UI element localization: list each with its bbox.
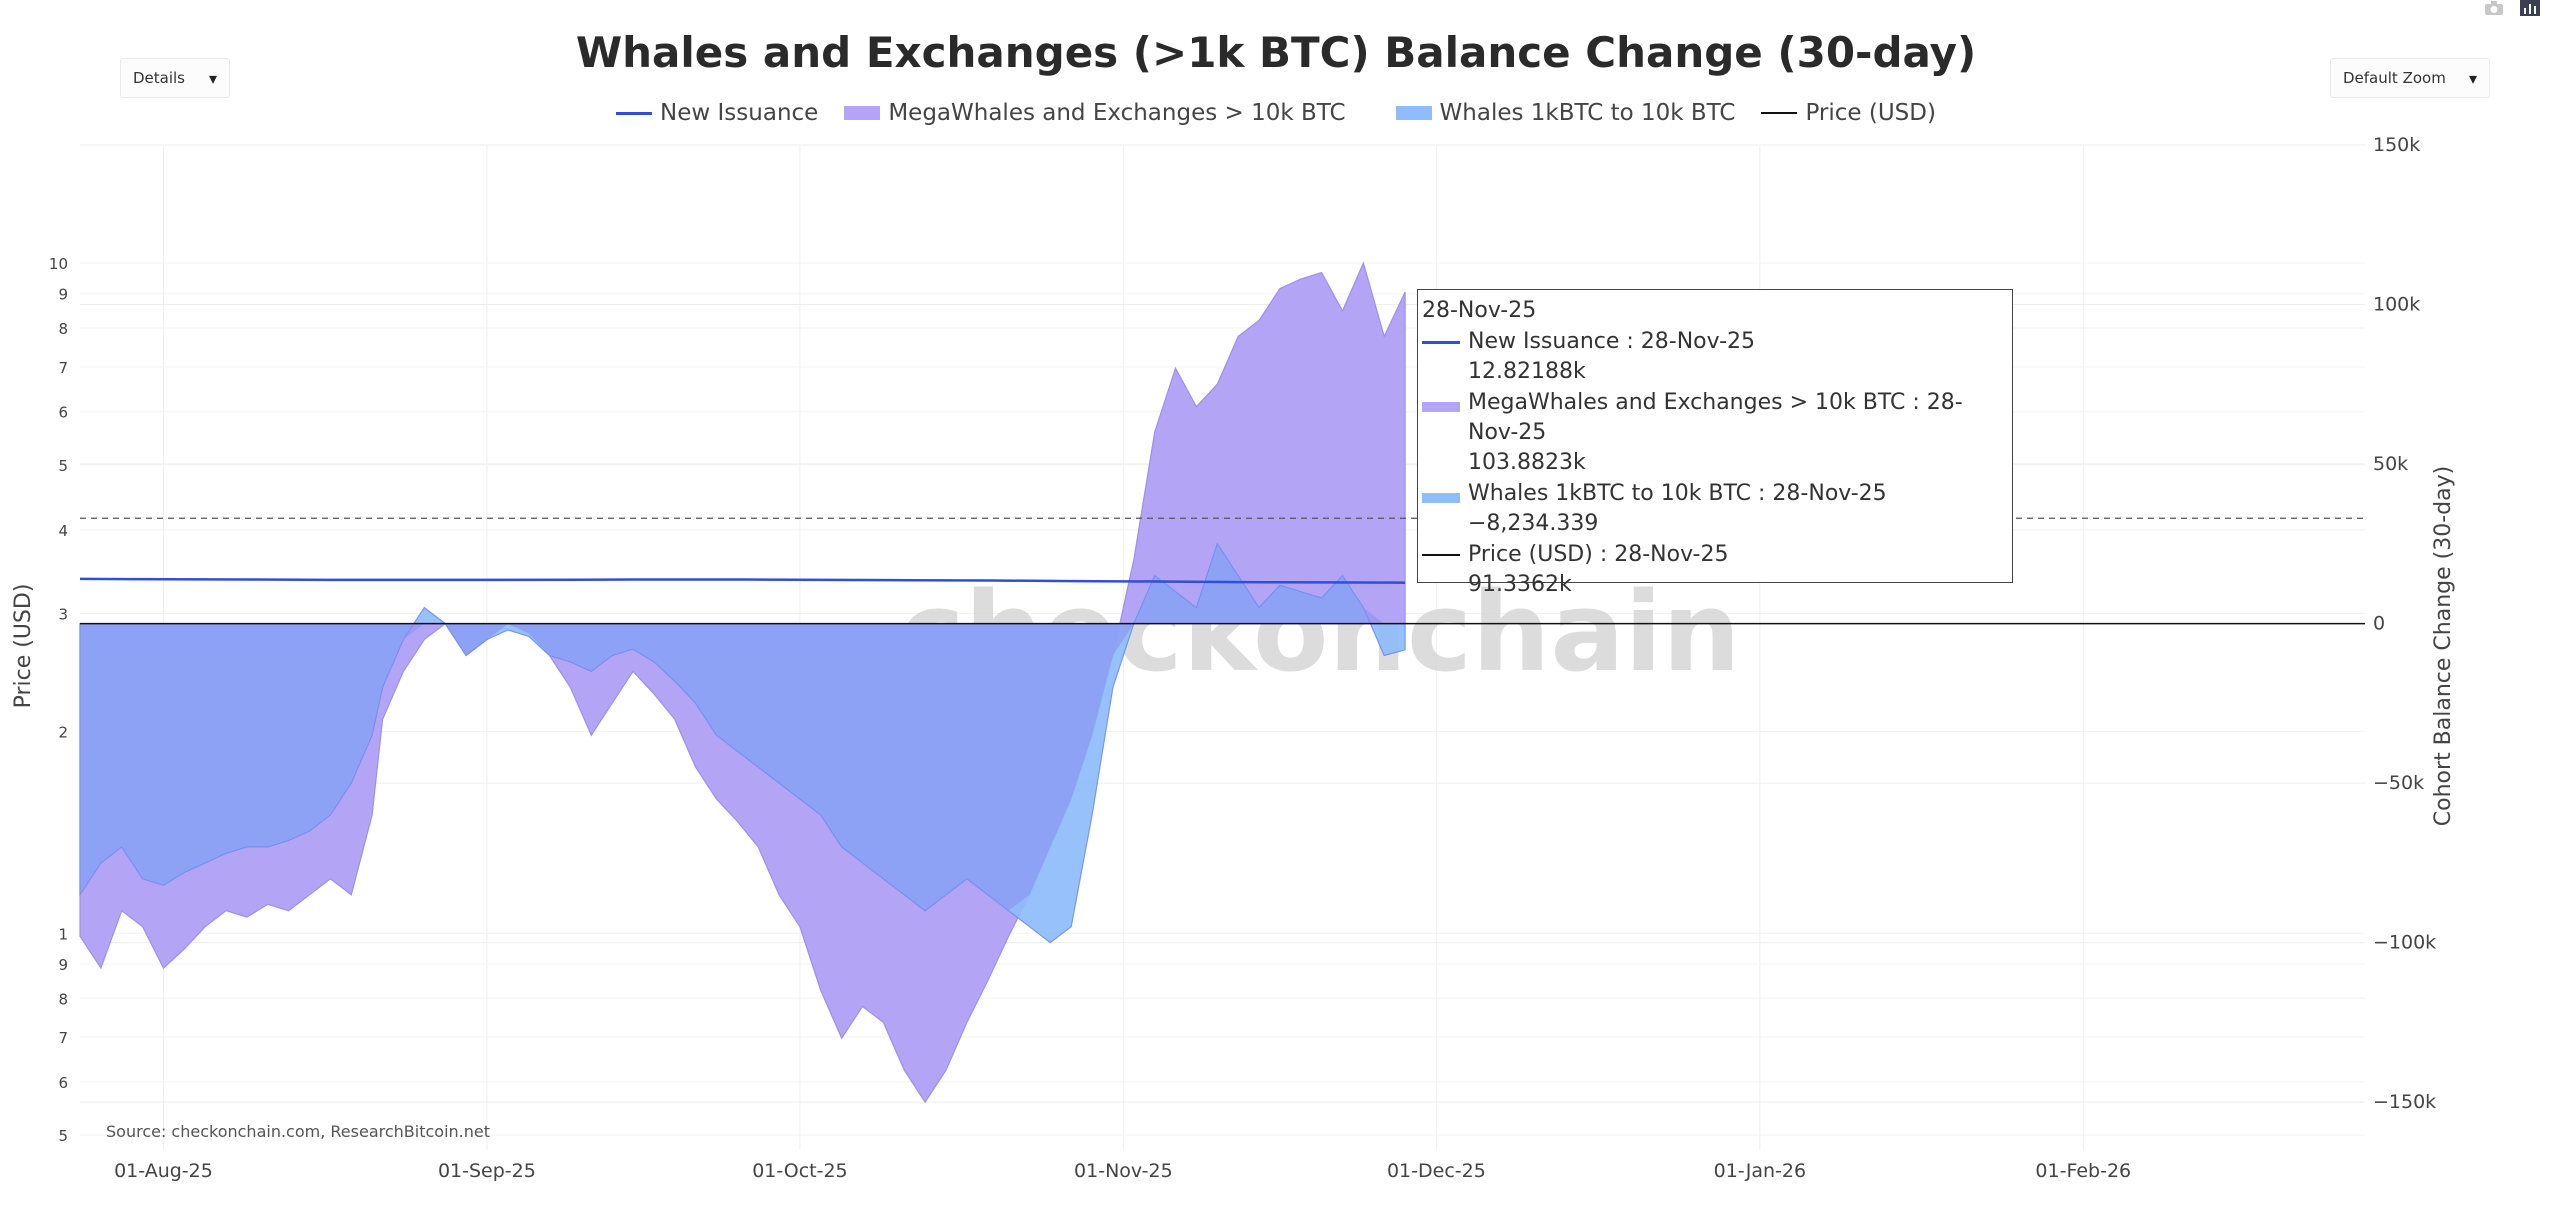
y-left-tick-label: 4: [58, 522, 68, 540]
x-tick-label: 01-Aug-25: [114, 1160, 213, 1182]
y-left-tick-label: 7: [58, 359, 68, 377]
y-left-tick-label: 10: [49, 255, 68, 273]
y-left-axis-label: Price (USD): [11, 584, 36, 709]
legend-item-price[interactable]: Price (USD): [1761, 100, 1936, 126]
tooltip-row: Price (USD) : 28-Nov-25 91.3362k: [1422, 540, 2008, 600]
y-left-tick-label: 9: [58, 956, 68, 974]
details-dropdown[interactable]: Details ▾: [120, 58, 230, 98]
y-right-tick-label: −100k: [2373, 932, 2436, 954]
tooltip-row: New Issuance : 28-Nov-25 12.82188k: [1422, 327, 2008, 387]
zoom-dropdown-label: Default Zoom: [2343, 69, 2446, 87]
x-tick-label: 01-Sep-25: [438, 1160, 536, 1182]
tooltip-swatch: [1422, 554, 1460, 556]
y-left-tick-label: 9: [58, 286, 68, 304]
y-left-tick-label: 1: [58, 925, 68, 943]
chevron-down-icon: ▾: [208, 68, 217, 88]
y-right-tick-label: 0: [2373, 613, 2385, 635]
tooltip-label: Whales 1kBTC to 10k BTC : 28-Nov-25: [1468, 481, 1887, 506]
y-left-tick-label: 3: [58, 605, 68, 623]
y-left-tick-label: 8: [58, 320, 68, 338]
y-left-tick-label: 6: [58, 1074, 68, 1092]
legend-item-whales[interactable]: Whales 1kBTC to 10k BTC: [1395, 100, 1736, 126]
x-tick-label: 01-Oct-25: [752, 1160, 847, 1182]
camera-icon[interactable]: [2484, 0, 2504, 21]
legend-item-new-issuance[interactable]: New Issuance: [616, 100, 818, 126]
legend-item-megawhales[interactable]: MegaWhales and Exchanges > 10k BTC: [844, 100, 1346, 126]
tooltip-swatch: [1422, 402, 1460, 412]
tooltip-label: MegaWhales and Exchanges > 10k BTC : 28-…: [1468, 390, 1963, 445]
x-tick-label: 01-Jan-26: [1714, 1160, 1806, 1182]
tooltip-row: MegaWhales and Exchanges > 10k BTC : 28-…: [1422, 388, 2008, 478]
y-right-tick-label: 100k: [2373, 294, 2420, 316]
y-right-axis-label: Cohort Balance Change (30-day): [2431, 466, 2456, 826]
source-note: Source: checkonchain.com, ResearchBitcoi…: [106, 1122, 490, 1141]
legend-label: Price (USD): [1805, 100, 1936, 126]
tooltip-value: 91.3362k: [1468, 572, 1572, 597]
y-right-tick-label: −50k: [2373, 772, 2424, 794]
series-areas: [79, 261, 1406, 1104]
legend-label: MegaWhales and Exchanges > 10k BTC: [888, 100, 1346, 126]
y-left-tick-label: 8: [58, 990, 68, 1008]
overlap-area: [80, 543, 1406, 911]
legend-swatch: [1761, 112, 1798, 114]
tooltip-value: 103.8823k: [1468, 450, 1586, 475]
tooltip-label: New Issuance : 28-Nov-25: [1468, 329, 1755, 354]
tooltip-value: −8,234.339: [1468, 511, 1599, 536]
y-right-tick-label: −150k: [2373, 1091, 2436, 1113]
zoom-dropdown[interactable]: Default Zoom ▾: [2330, 58, 2490, 98]
tooltip-swatch: [1422, 493, 1460, 503]
tooltip-value: 12.82188k: [1468, 359, 1586, 384]
tooltip-date: 28-Nov-25: [1422, 298, 1537, 323]
y-left-tick-label: 7: [58, 1029, 68, 1047]
legend-swatch: [844, 106, 881, 120]
y-left-tick-label: 6: [58, 404, 68, 422]
x-tick-label: 01-Nov-25: [1074, 1160, 1173, 1182]
legend: New Issuance MegaWhales and Exchanges > …: [0, 100, 2552, 126]
y-left-tick-label: 5: [58, 1127, 68, 1145]
y-right-tick-label: 150k: [2373, 134, 2420, 156]
x-tick-label: 01-Feb-26: [2035, 1160, 2131, 1182]
axes: 01-Aug-25 01-Sep-25 01-Oct-25 01-Nov-25 01-D…: [49, 134, 2436, 1182]
tooltip-label: Price (USD) : 28-Nov-25: [1468, 542, 1729, 567]
y-left-tick-label: 2: [58, 724, 68, 742]
new-issuance-line: [79, 577, 1406, 584]
legend-swatch: [616, 111, 653, 115]
chevron-down-icon: ▾: [2468, 68, 2477, 88]
chart-title: Whales and Exchanges (>1k BTC) Balance C…: [575, 28, 1977, 77]
legend-swatch: [1395, 106, 1432, 120]
legend-label: Whales 1kBTC to 10k BTC: [1439, 100, 1736, 126]
legend-label: New Issuance: [660, 100, 819, 126]
hover-tooltip: 28-Nov-25 New Issuance : 28-Nov-25 12.821…: [1417, 289, 2013, 597]
plotly-logo-icon[interactable]: [2520, 0, 2540, 21]
tooltip-row: Whales 1kBTC to 10k BTC : 28-Nov-25 −8,23…: [1422, 479, 2008, 539]
y-left-tick-label: 5: [58, 457, 68, 475]
y-right-tick-label: 50k: [2373, 453, 2408, 475]
details-dropdown-label: Details: [133, 69, 186, 87]
x-tick-label: 01-Dec-25: [1387, 1160, 1486, 1182]
tooltip-swatch: [1422, 341, 1460, 344]
